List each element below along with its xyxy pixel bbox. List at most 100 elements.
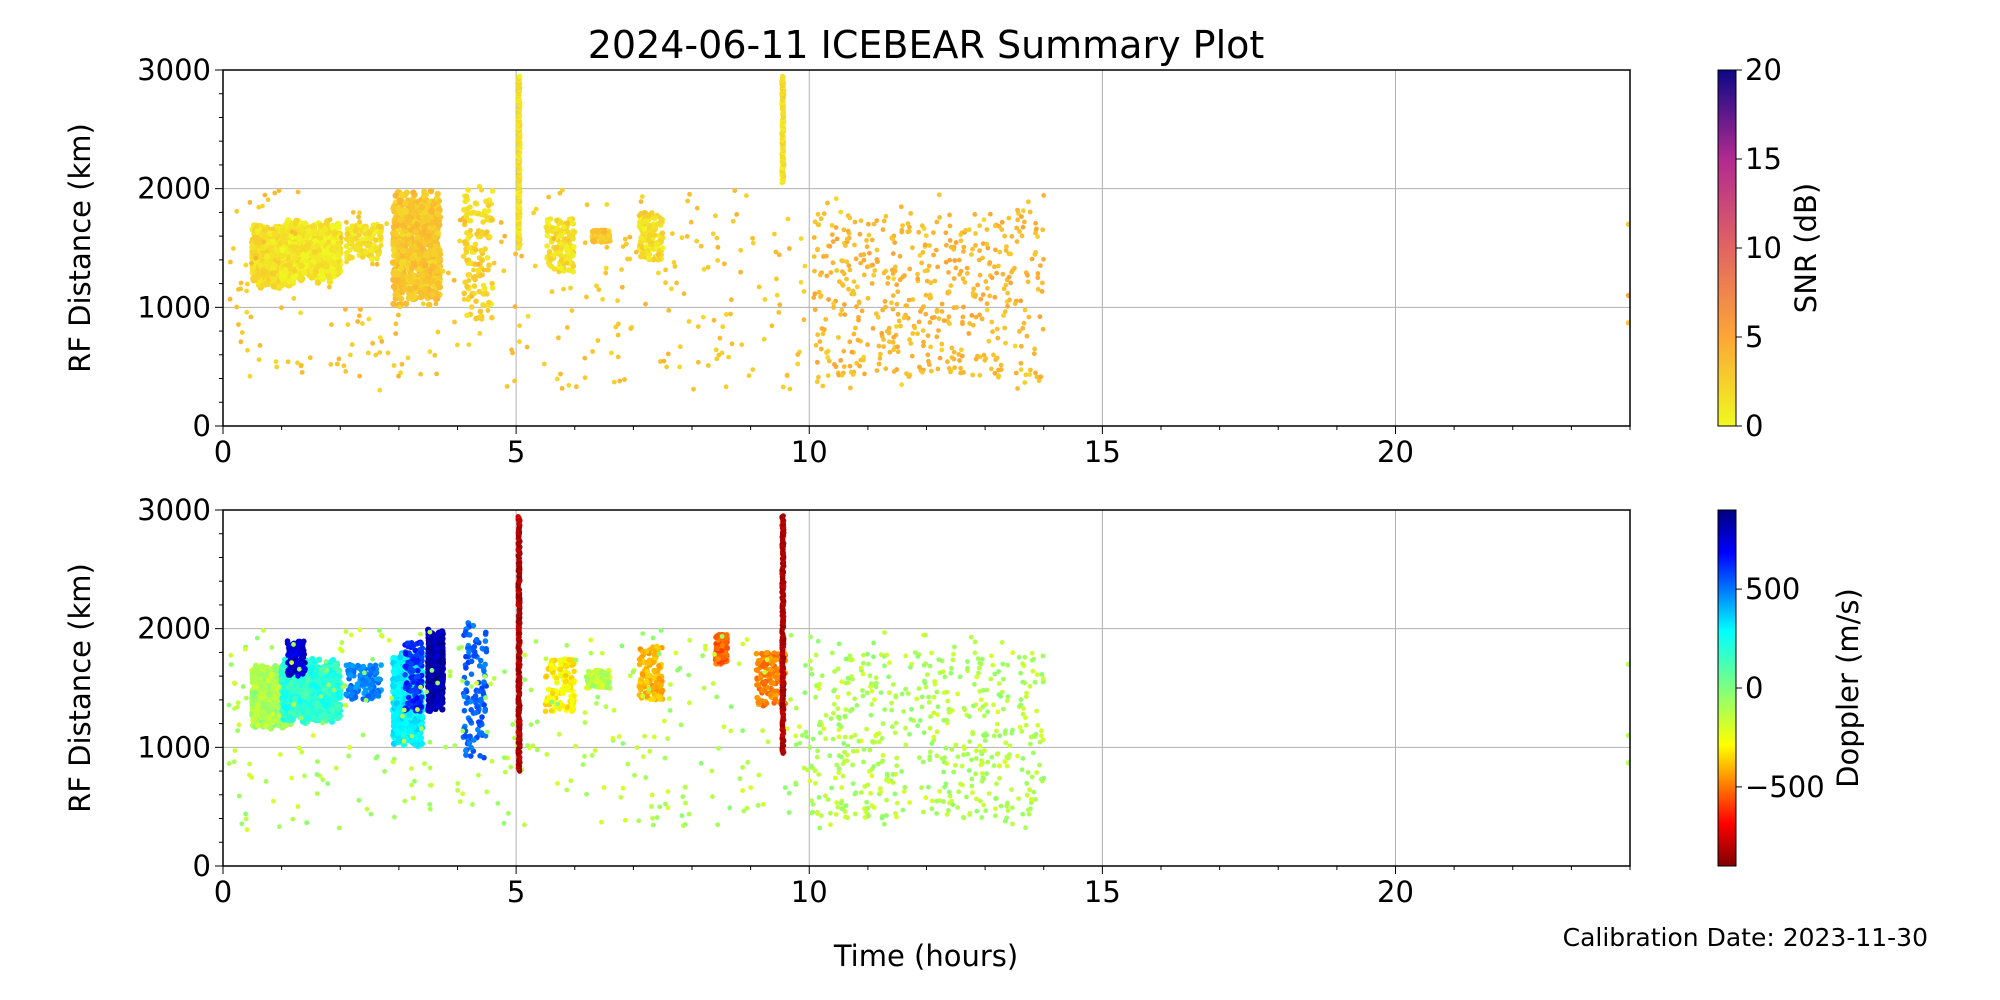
data-point: [238, 286, 244, 292]
data-point: [925, 268, 930, 273]
data-point: [977, 223, 982, 229]
data-point: [239, 330, 245, 335]
data-point: [472, 241, 479, 248]
data-point: [344, 219, 349, 225]
data-point: [594, 283, 599, 289]
data-point: [694, 238, 700, 244]
data-point: [303, 243, 309, 249]
data-point: [987, 293, 993, 299]
data-point: [636, 213, 642, 219]
data-point: [923, 292, 929, 298]
data-point: [234, 304, 240, 310]
data-point: [369, 256, 375, 263]
data-point: [434, 210, 441, 218]
data-point: [1014, 239, 1020, 245]
data-point: [830, 239, 836, 245]
snr-y-axis-label: RF Distance (km): [63, 123, 97, 373]
data-point: [484, 254, 491, 261]
data-point: [502, 233, 508, 239]
data-point: [870, 262, 875, 268]
data-point: [262, 267, 269, 275]
data-point: [484, 229, 490, 235]
data-point: [377, 335, 383, 340]
data-point: [840, 283, 846, 288]
data-point: [1034, 226, 1039, 232]
data-point: [473, 201, 480, 207]
data-point: [489, 285, 496, 291]
data-point: [238, 339, 244, 345]
data-point: [811, 235, 817, 240]
data-point: [392, 192, 399, 199]
data-point: [881, 344, 886, 349]
data-point: [466, 217, 472, 224]
data-point: [308, 267, 315, 275]
data-point: [931, 230, 936, 236]
data-point: [853, 325, 858, 331]
data-point: [814, 359, 820, 365]
data-point: [852, 242, 857, 248]
data-point: [884, 328, 890, 334]
data-point: [307, 355, 313, 361]
data-point: [880, 307, 885, 313]
data-point: [717, 335, 723, 341]
data-point: [557, 232, 563, 239]
data-point: [273, 247, 281, 254]
x-tick-label: 5: [507, 435, 525, 469]
data-point: [1029, 256, 1035, 262]
data-point: [582, 375, 588, 381]
data-point: [433, 297, 438, 302]
data-point: [390, 238, 397, 245]
data-point: [1018, 343, 1024, 349]
data-point: [910, 245, 915, 251]
data-point: [826, 297, 831, 302]
data-point: [1018, 367, 1024, 373]
data-point: [345, 322, 351, 327]
data-point: [328, 362, 334, 367]
data-point: [298, 262, 305, 270]
data-point: [1009, 269, 1014, 275]
data-point: [466, 342, 472, 347]
data-point: [395, 204, 402, 212]
data-point: [485, 208, 492, 214]
data-point: [378, 235, 384, 241]
data-point: [921, 304, 926, 309]
data-point: [904, 303, 909, 308]
data-point: [698, 243, 704, 249]
data-point: [750, 367, 756, 372]
data-point: [980, 292, 986, 298]
data-point: [1008, 280, 1013, 286]
data-point: [338, 235, 344, 240]
data-point: [633, 249, 639, 255]
data-point: [558, 265, 564, 272]
data-point: [254, 703, 261, 710]
data-point: [486, 262, 492, 269]
data-point: [1003, 282, 1009, 288]
data-point: [604, 202, 610, 207]
data-point: [738, 269, 743, 275]
data-point: [1019, 214, 1024, 220]
data-point: [435, 255, 442, 263]
data-point: [989, 319, 995, 325]
data-point: [425, 232, 432, 240]
data-point: [393, 251, 401, 259]
data-point: [645, 212, 652, 219]
data-point: [1036, 378, 1042, 384]
data-point: [700, 314, 706, 320]
streak-point: [780, 73, 786, 79]
data-point: [297, 274, 304, 281]
data-point: [397, 265, 405, 272]
data-point: [409, 204, 416, 211]
data-point: [824, 350, 829, 355]
data-point: [1017, 329, 1022, 334]
data-point: [906, 297, 912, 303]
data-point: [991, 352, 996, 358]
data-point: [261, 683, 268, 691]
data-point: [260, 203, 265, 209]
data-point: [829, 223, 835, 228]
data-point: [920, 328, 926, 333]
data-point: [890, 236, 896, 242]
data-point: [227, 296, 233, 302]
data-point: [262, 227, 267, 232]
data-point: [847, 363, 853, 369]
data-point: [846, 286, 851, 292]
